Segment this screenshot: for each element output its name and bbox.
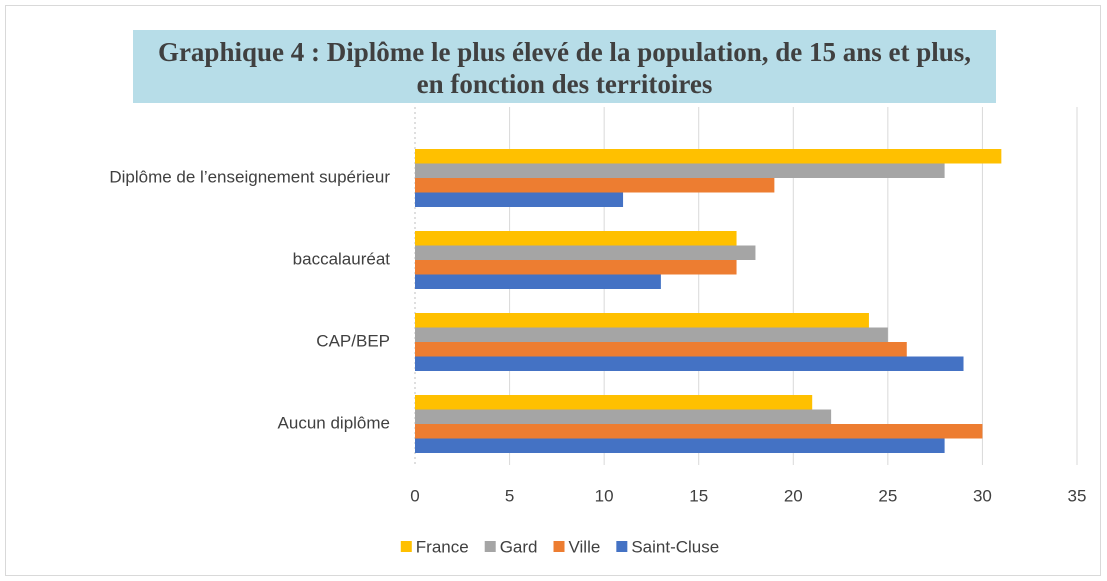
x-tick-label: 15 (689, 486, 708, 505)
bar (415, 356, 964, 371)
bar (415, 313, 869, 328)
bar (415, 192, 624, 207)
y-tick-label: Aucun diplôme (278, 413, 390, 432)
bar (415, 149, 1002, 164)
y-tick-label: CAP/BEP (316, 331, 390, 350)
legend-label: Saint-Cluse (631, 537, 719, 556)
legend-swatch (616, 541, 628, 552)
y-tick-label: Diplôme de l’enseignement supérieur (109, 167, 390, 186)
chart-border (5, 5, 1101, 576)
x-tick-label: 0 (410, 486, 419, 505)
legend-swatch (553, 541, 565, 552)
bar (415, 438, 945, 453)
x-tick-label: 25 (878, 486, 897, 505)
bar (415, 163, 945, 178)
x-tick-label: 5 (505, 486, 514, 505)
x-tick-label: 35 (1068, 486, 1087, 505)
bar (415, 245, 756, 260)
legend-label: Gard (500, 537, 538, 556)
chart-title: Graphique 4 : Diplôme le plus élevé de l… (133, 30, 996, 103)
legend-swatch (400, 541, 412, 552)
x-tick-label: 10 (595, 486, 614, 505)
legend-label: Ville (569, 537, 601, 556)
bar (415, 260, 737, 275)
legend-label: France (416, 537, 469, 556)
bar (415, 342, 907, 357)
x-tick-label: 20 (784, 486, 803, 505)
bar (415, 327, 888, 342)
bar (415, 409, 832, 424)
legend-swatch (484, 541, 496, 552)
bar (415, 395, 813, 410)
bar (415, 274, 661, 289)
bar (415, 424, 983, 439)
x-tick-label: 30 (973, 486, 992, 505)
bar (415, 178, 775, 193)
bar (415, 231, 737, 246)
y-tick-label: baccalauréat (293, 249, 391, 268)
